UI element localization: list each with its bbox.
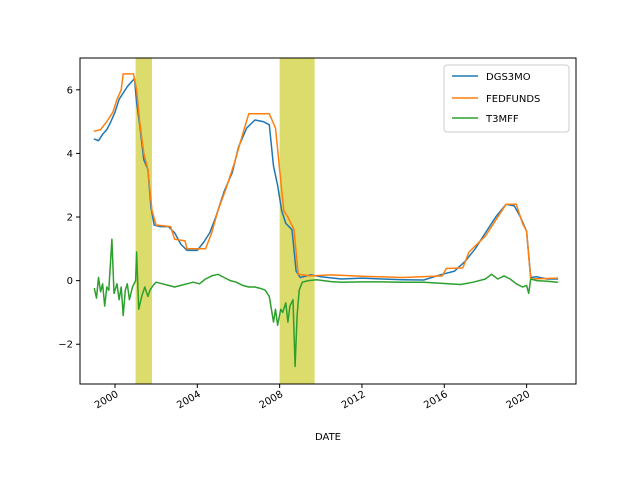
legend: DGS3MO FEDFUNDS T3MFF (443, 64, 570, 133)
legend-label-fedfunds: FEDFUNDS (486, 94, 540, 105)
y-tick-label-1: 0 (67, 276, 73, 287)
legend-box (443, 64, 570, 133)
legend-label-t3mff: T3MFF (485, 114, 519, 125)
series-line-fedfunds (93, 73, 559, 280)
legend-label-dgs3mo: DGS3MO (486, 72, 531, 83)
y-tick-label-3: 4 (67, 149, 73, 160)
series-lines (93, 73, 559, 368)
y-axis-ticks: −2 0 2 4 6 (58, 85, 80, 351)
y-tick-label-2: 2 (67, 213, 73, 224)
y-tick-label-0: −2 (58, 340, 73, 351)
series-line-t3mff (93, 238, 559, 368)
y-tick-label-4: 6 (67, 85, 73, 96)
plot-frame (79, 57, 577, 385)
x-axis-title: DATE (315, 432, 341, 443)
